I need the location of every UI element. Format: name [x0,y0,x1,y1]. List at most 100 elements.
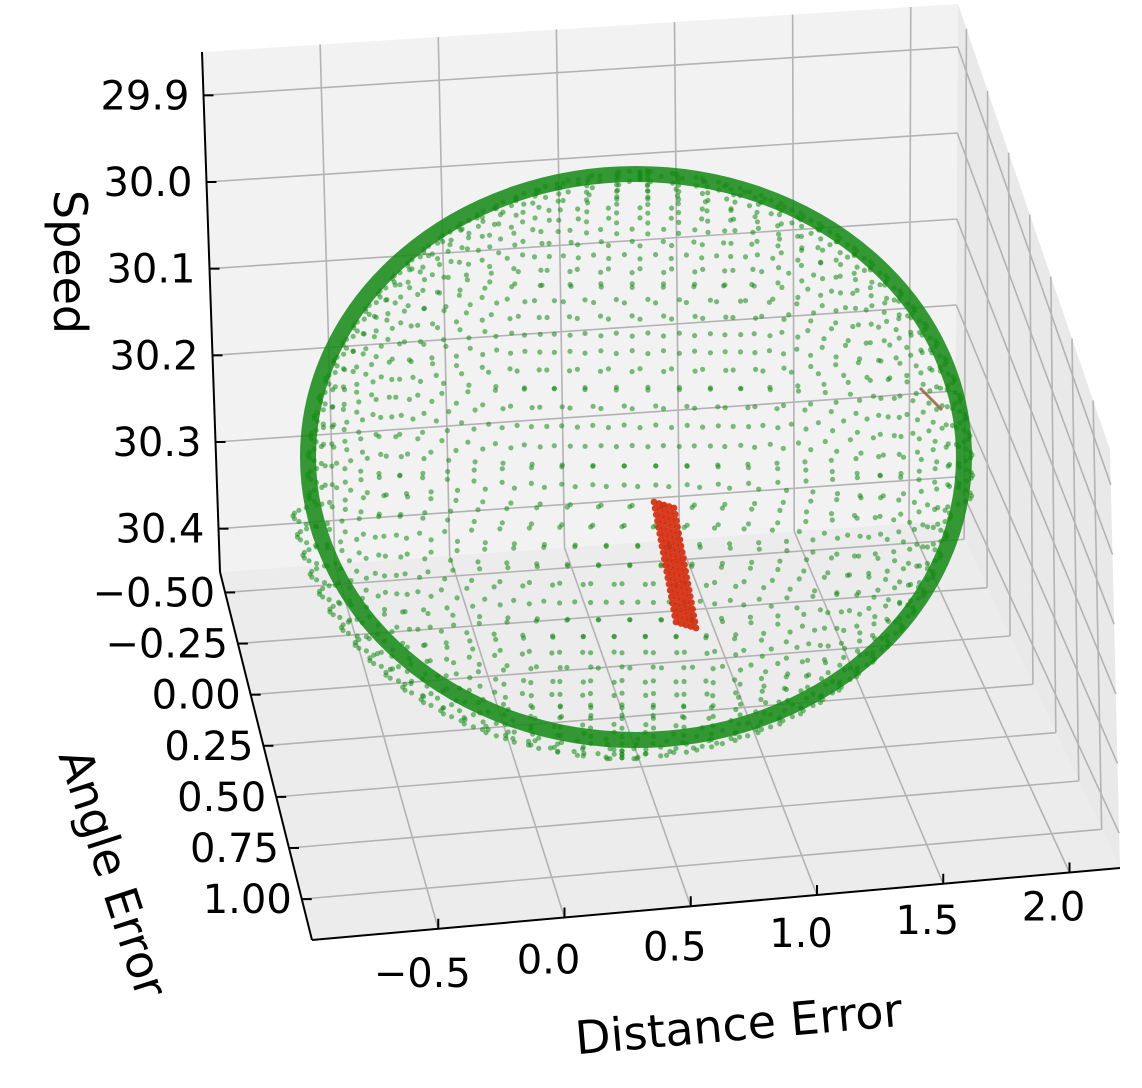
ellipsoid-point [795,233,801,239]
ellipsoid-point [700,266,706,272]
ellipsoid-point [550,634,556,640]
ellipsoid-point [857,533,863,539]
ellipsoid-point [531,254,538,260]
ellipsoid-point [842,305,849,311]
ellipsoid-point [676,330,683,336]
ellipsoid-point [897,579,903,585]
ellipsoid-point [528,465,535,471]
ellipsoid-point [589,185,596,191]
ellipsoid-point [427,624,433,630]
ellipsoid-point [491,221,498,227]
ellipsoid-point [397,376,403,382]
ellipsoid-point [337,601,343,607]
ellipsoid-point [350,368,356,375]
ellipsoid-point [611,721,617,727]
ellipsoid-point [534,505,540,511]
ellipsoid-point [841,418,847,424]
ellipsoid-point [444,605,450,611]
ellipsoid-point [854,475,861,481]
ellipsoid-point [420,515,426,521]
ellipsoid-point [758,696,764,703]
ellipsoid-point [464,630,470,636]
ellipsoid-point [607,756,613,762]
ellipsoid-point [511,545,517,551]
ellipsoid-point [546,217,552,223]
ellipsoid-point [331,422,337,428]
ellipsoid-point [737,701,744,707]
ellipsoid-point [363,648,369,654]
ellipsoid-point [415,392,421,398]
ellipsoid-point [853,410,859,416]
ellipsoid-point [847,391,854,397]
ellipsoid-point [580,679,586,685]
ellipsoid-point [546,253,552,260]
ellipsoid-point [637,205,643,211]
ellipsoid-point [733,632,739,638]
ellipsoid-point [645,220,651,226]
ellipsoid-point [681,703,687,709]
ellipsoid-point [621,403,627,409]
ellipsoid-point [724,196,730,202]
ellipsoid-point [360,331,366,337]
ellipsoid-point [674,692,680,698]
ellipsoid-point [526,648,532,655]
ellipsoid-point [783,538,790,545]
ellipsoid-point [565,189,571,195]
ellipsoid-point [541,598,547,604]
red-point-cluster [650,386,944,632]
ellipsoid-point [733,690,739,696]
ellipsoid-point [932,547,938,553]
ellipsoid-point [469,577,475,584]
ellipsoid-point [304,540,310,546]
ellipsoid-point [930,447,936,453]
ellipsoid-point [891,297,897,303]
ellipsoid-point [557,703,564,709]
ellipsoid-point [580,634,586,640]
ellipsoid-point [453,497,459,503]
ellipsoid-point [332,369,338,376]
ellipsoid-point [669,205,675,211]
ellipsoid-point [621,300,628,306]
ellipsoid-point [668,366,675,372]
ellipsoid-point [499,479,505,485]
ellipsoid-point [830,428,836,434]
ellipsoid-point [944,404,950,410]
ellipsoid-point [881,309,887,315]
ellipsoid-point [627,563,633,569]
cluster-point [670,504,678,512]
ellipsoid-point [684,403,690,409]
ellipsoid-point [867,377,873,383]
ellipsoid-point [875,555,881,561]
ellipsoid-point [916,436,922,442]
cluster-point [689,605,696,613]
ellipsoid-point [522,299,528,305]
ellipsoid-point [367,655,373,661]
ellipsoid-point [557,678,563,685]
ellipsoid-point [643,649,649,655]
ellipsoid-point [598,269,604,275]
ellipsoid-point [900,454,907,460]
ellipsoid-point [479,294,485,300]
ellipsoid-point [841,372,847,378]
ellipsoid-point [939,425,945,431]
ellipsoid-point [838,640,845,646]
ellipsoid-point [394,591,400,597]
ellipsoid-point [588,678,594,684]
ellipsoid-point [854,264,860,270]
ellipsoid-point [745,521,752,527]
ellipsoid-point [643,746,649,753]
ellipsoid-point [784,595,790,601]
ellipsoid-point [705,190,711,196]
z-tick-label: 29.9 [100,73,189,119]
ellipsoid-point [421,277,428,283]
ellipsoid-point [723,367,729,373]
ellipsoid-point [330,603,336,609]
ellipsoid-point [340,406,346,412]
ellipsoid-point [896,451,902,457]
ellipsoid-point [499,466,505,472]
ellipsoid-point [650,702,657,708]
ellipsoid-point [607,746,613,752]
ellipsoid-point [794,644,800,650]
grid-line [334,563,440,929]
ellipsoid-point [598,239,604,245]
